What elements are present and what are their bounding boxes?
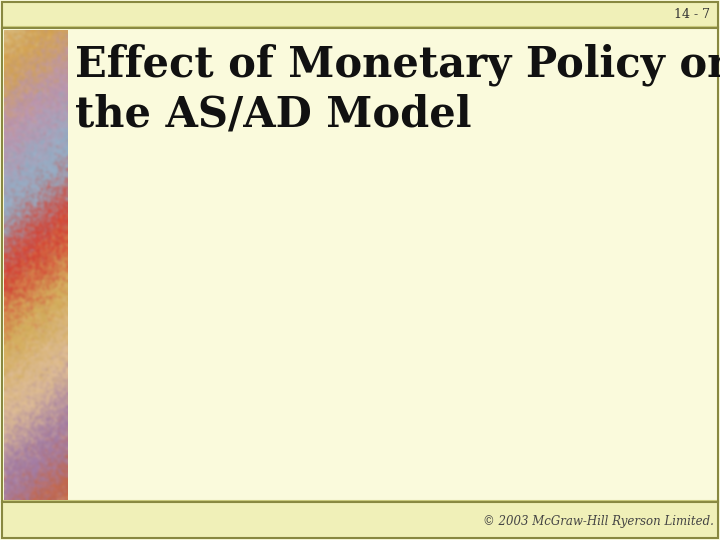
Text: 14 - 7: 14 - 7	[674, 8, 710, 21]
Bar	[2, 502, 718, 538]
Text: © 2003 McGraw-Hill Ryerson Limited.: © 2003 McGraw-Hill Ryerson Limited.	[483, 515, 714, 528]
Bar	[2, 28, 718, 502]
Bar	[2, 2, 718, 28]
Text: Effect of Monetary Policy on
the AS/AD Model: Effect of Monetary Policy on the AS/AD M…	[75, 43, 720, 136]
